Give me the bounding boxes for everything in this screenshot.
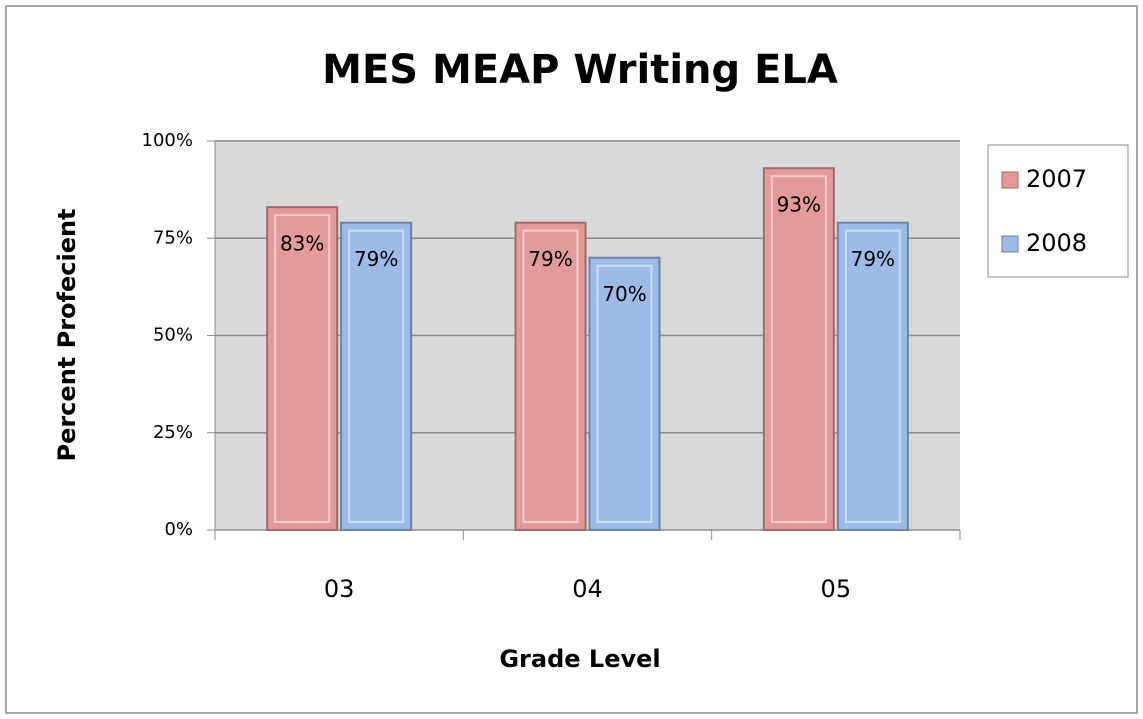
- legend-swatch: [1001, 171, 1019, 189]
- x-tick-label: 05: [821, 575, 852, 603]
- chart-title: MES MEAP Writing ELA: [322, 47, 838, 93]
- data-label: 79%: [528, 247, 572, 271]
- y-tick-label: 75%: [153, 227, 193, 248]
- bar: [588, 256, 661, 531]
- x-tick-label: 04: [572, 575, 603, 603]
- legend-swatch: [1001, 235, 1019, 253]
- bar-bevel: [348, 229, 405, 523]
- legend-label: 2008: [1026, 229, 1087, 257]
- bar-bevel: [596, 264, 653, 523]
- bar-bevel: [770, 175, 827, 523]
- bar-bevel: [522, 229, 579, 523]
- x-tick-label: 03: [324, 575, 355, 603]
- y-tick-label: 25%: [153, 422, 193, 443]
- bar-bevel: [274, 214, 331, 523]
- data-label: 83%: [280, 232, 324, 256]
- bar: [836, 221, 909, 531]
- x-axis-label: Grade Level: [499, 645, 660, 673]
- data-label: 70%: [602, 282, 646, 306]
- bar-bevel: [844, 229, 901, 523]
- data-label: 93%: [777, 193, 821, 217]
- y-tick-label: 50%: [153, 325, 193, 346]
- y-axis-label: Percent Profecient: [53, 208, 81, 461]
- y-tick-label: 100%: [142, 130, 193, 151]
- bar: [514, 221, 587, 531]
- data-label: 79%: [354, 247, 398, 271]
- y-tick-label: 0%: [164, 519, 193, 540]
- bar: [762, 167, 835, 531]
- legend-label: 2007: [1026, 165, 1087, 193]
- bar: [340, 221, 413, 531]
- data-label: 79%: [851, 247, 895, 271]
- bar: [266, 206, 339, 531]
- legend-box: [987, 144, 1129, 278]
